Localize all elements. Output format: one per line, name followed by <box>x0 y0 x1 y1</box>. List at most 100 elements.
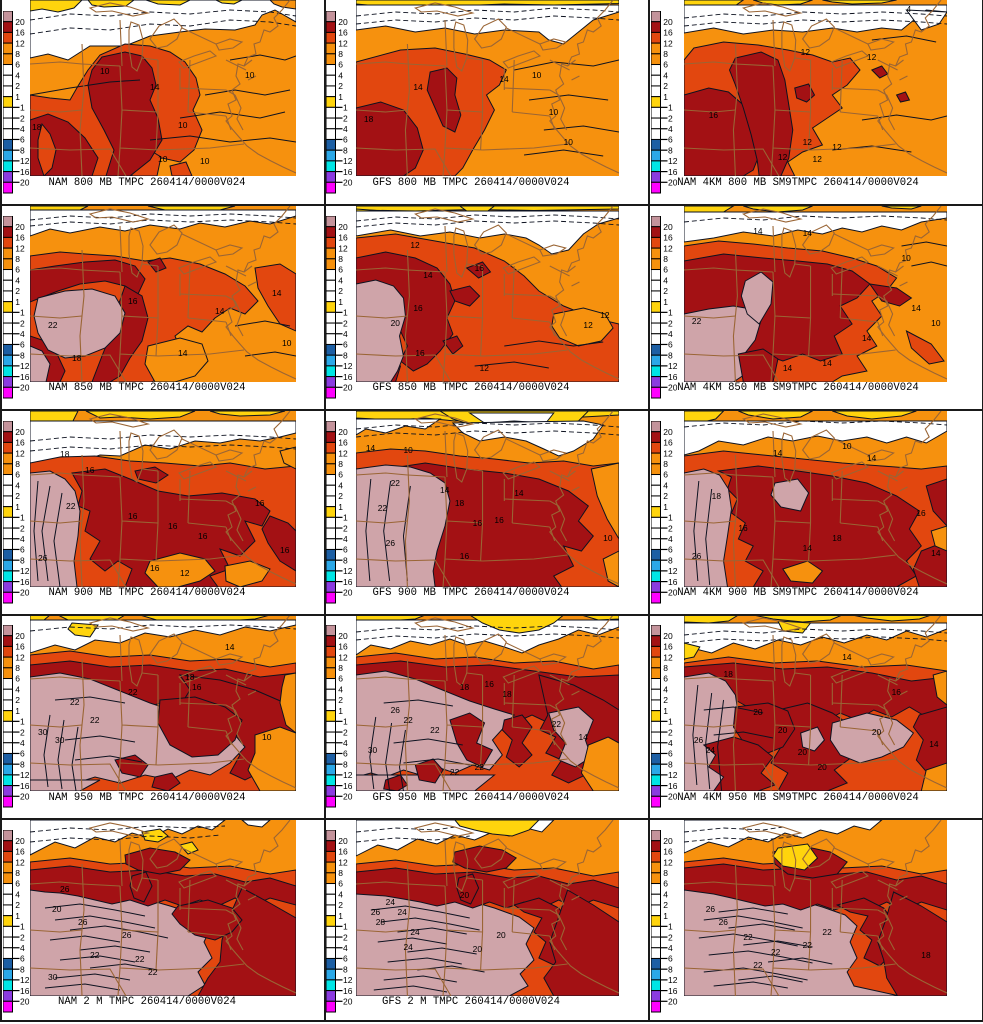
svg-text:22: 22 <box>135 954 145 964</box>
svg-text:26: 26 <box>692 551 702 561</box>
svg-text:14: 14 <box>578 732 588 742</box>
svg-text:24: 24 <box>403 942 413 952</box>
svg-text:16: 16 <box>460 551 470 561</box>
svg-text:22: 22 <box>822 927 832 937</box>
svg-text:14: 14 <box>803 543 813 553</box>
svg-text:22: 22 <box>450 767 460 777</box>
svg-text:22: 22 <box>552 719 562 729</box>
svg-text:22: 22 <box>753 960 763 970</box>
svg-text:18: 18 <box>72 353 82 363</box>
svg-text:26: 26 <box>371 907 381 917</box>
svg-text:24: 24 <box>386 897 396 907</box>
svg-text:12: 12 <box>410 240 420 250</box>
svg-text:16: 16 <box>255 498 265 508</box>
svg-text:16: 16 <box>198 531 208 541</box>
svg-text:14: 14 <box>783 363 793 373</box>
svg-text:14: 14 <box>178 348 188 358</box>
svg-text:10: 10 <box>262 732 272 742</box>
svg-text:16: 16 <box>473 518 483 528</box>
svg-text:10: 10 <box>603 533 613 543</box>
svg-text:26: 26 <box>391 705 401 715</box>
svg-text:22: 22 <box>743 932 753 942</box>
svg-text:16: 16 <box>494 515 504 525</box>
svg-text:14: 14 <box>440 485 450 495</box>
svg-text:12: 12 <box>867 52 877 62</box>
svg-text:14: 14 <box>499 74 509 84</box>
svg-text:26: 26 <box>60 884 70 894</box>
svg-text:20: 20 <box>872 727 882 737</box>
svg-text:24: 24 <box>706 745 716 755</box>
svg-text:16: 16 <box>280 545 290 555</box>
svg-text:14: 14 <box>272 288 282 298</box>
svg-text:26: 26 <box>122 930 132 940</box>
svg-text:16: 16 <box>485 679 495 689</box>
svg-text:14: 14 <box>413 82 423 92</box>
svg-text:22: 22 <box>90 715 100 725</box>
svg-text:4: 4 <box>906 4 911 14</box>
svg-text:16: 16 <box>85 465 95 475</box>
svg-text:20: 20 <box>473 944 483 954</box>
svg-text:12: 12 <box>480 363 490 373</box>
svg-text:22: 22 <box>66 501 76 511</box>
svg-text:18: 18 <box>712 491 722 501</box>
svg-text:16: 16 <box>128 511 138 521</box>
svg-text:10: 10 <box>931 318 941 328</box>
svg-text:22: 22 <box>803 940 813 950</box>
svg-text:20: 20 <box>52 904 62 914</box>
svg-text:22: 22 <box>391 478 401 488</box>
svg-text:22: 22 <box>692 316 702 326</box>
svg-text:16: 16 <box>475 263 485 273</box>
svg-text:20: 20 <box>817 762 827 772</box>
svg-text:18: 18 <box>460 682 470 692</box>
svg-text:14: 14 <box>867 453 877 463</box>
svg-text:14: 14 <box>225 642 235 652</box>
svg-text:12: 12 <box>813 154 823 164</box>
svg-text:22: 22 <box>430 725 440 735</box>
svg-text:14: 14 <box>753 226 763 236</box>
svg-text:14: 14 <box>822 358 832 368</box>
svg-text:12: 12 <box>801 47 811 57</box>
svg-text:20: 20 <box>391 318 401 328</box>
svg-text:16: 16 <box>892 687 902 697</box>
svg-text:10: 10 <box>564 137 574 147</box>
svg-text:12: 12 <box>583 320 593 330</box>
svg-text:10: 10 <box>100 66 110 76</box>
svg-text:30: 30 <box>38 727 48 737</box>
svg-text:24: 24 <box>410 927 420 937</box>
svg-text:22: 22 <box>48 320 58 330</box>
svg-text:22: 22 <box>403 715 413 725</box>
svg-text:14: 14 <box>150 82 160 92</box>
svg-text:26: 26 <box>386 538 396 548</box>
svg-text:16: 16 <box>168 521 178 531</box>
svg-text:16: 16 <box>916 508 926 518</box>
svg-text:22: 22 <box>90 950 100 960</box>
svg-text:28: 28 <box>376 917 386 927</box>
svg-text:10: 10 <box>403 445 413 455</box>
svg-text:10: 10 <box>549 107 559 117</box>
svg-text:10: 10 <box>282 338 292 348</box>
svg-text:22: 22 <box>771 947 781 957</box>
svg-text:16: 16 <box>413 303 423 313</box>
svg-text:16: 16 <box>738 523 748 533</box>
svg-text:20: 20 <box>798 747 808 757</box>
svg-text:26: 26 <box>706 904 716 914</box>
svg-text:14: 14 <box>862 333 872 343</box>
svg-text:12: 12 <box>180 568 190 578</box>
svg-text:10: 10 <box>532 70 542 80</box>
svg-text:16: 16 <box>192 682 202 692</box>
svg-text:20: 20 <box>753 707 763 717</box>
svg-text:18: 18 <box>832 533 842 543</box>
svg-text:18: 18 <box>60 449 70 459</box>
svg-text:14: 14 <box>423 270 433 280</box>
svg-text:10: 10 <box>200 156 210 166</box>
svg-text:16: 16 <box>709 110 719 120</box>
svg-text:22: 22 <box>128 687 138 697</box>
svg-text:14: 14 <box>773 448 783 458</box>
svg-text:10: 10 <box>245 70 255 80</box>
svg-text:14: 14 <box>931 548 941 558</box>
svg-text:22: 22 <box>70 697 80 707</box>
svg-text:14: 14 <box>366 443 376 453</box>
svg-text:22: 22 <box>475 762 485 772</box>
svg-text:18: 18 <box>185 672 195 682</box>
svg-text:14: 14 <box>514 488 524 498</box>
